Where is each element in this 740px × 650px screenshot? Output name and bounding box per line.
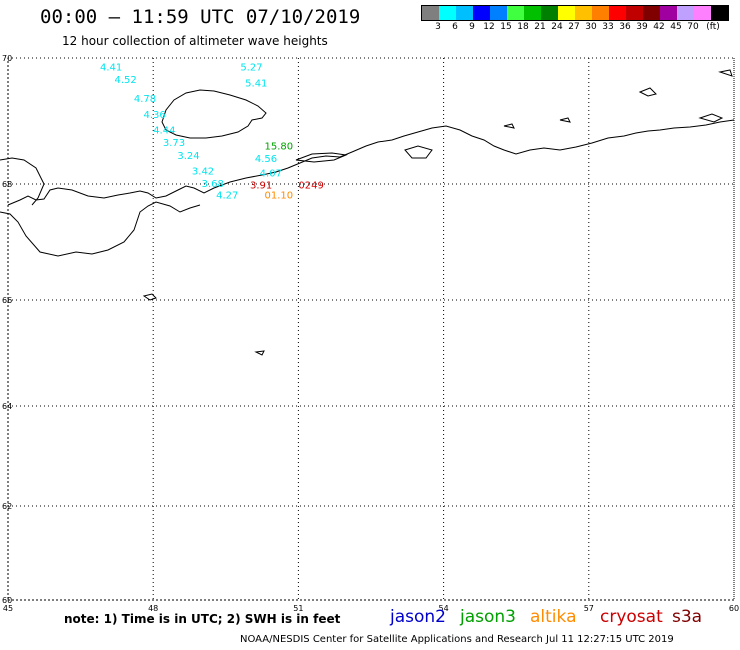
wave-height-value: 3.91 [250, 181, 272, 192]
wave-height-value: 3.68 [202, 179, 224, 190]
color-scale-labels: 3 6 9 12 15 18 21 24 27 30 33 36 39 42 45 70 (ft) [421, 21, 729, 33]
latitude-label: 64 [2, 402, 12, 411]
satellite-legend-s3a: s3a [672, 607, 703, 627]
color-swatch [626, 6, 643, 20]
kolguev-island-coastline [161, 89, 267, 139]
coastline [0, 69, 735, 356]
color-scale-tick: 24 [551, 22, 563, 32]
wave-height-value: 3.42 [192, 167, 214, 178]
color-swatch [592, 6, 609, 20]
color-scale-tick: 3 [435, 22, 441, 32]
wave-height-value: 5.41 [245, 78, 267, 89]
west-coastline [0, 201, 201, 257]
color-scale-tick: 30 [585, 22, 597, 32]
color-swatch [677, 6, 694, 20]
wave-height-value: 3.24 [177, 151, 199, 162]
wave-height-value: 4.56 [255, 154, 277, 165]
color-swatch [490, 6, 507, 20]
color-scale-tick: 6 [452, 22, 458, 32]
longitude-label: 54 [439, 604, 449, 613]
wave-height-value: 4.41 [100, 63, 122, 74]
color-scale-tick: 12 [483, 22, 495, 32]
island-coastline [404, 145, 433, 159]
island-coastline [638, 87, 657, 97]
satellite-legend-altika: altika [530, 607, 577, 627]
credit-line: NOAA/NESDIS Center for Satellite Applica… [240, 634, 674, 645]
color-scale-tick: 45 [670, 22, 682, 32]
longitude-label: 51 [293, 604, 303, 613]
longitude-label: 57 [584, 604, 594, 613]
color-swatch [558, 6, 575, 20]
island-coastline [698, 113, 724, 123]
satellite-legend-jason3: jason3 [460, 607, 516, 627]
island-coastline [295, 152, 348, 163]
color-scale-tick: 39 [636, 22, 648, 32]
color-swatch [456, 6, 473, 20]
color-scale-tick: 70 [687, 22, 699, 32]
wave-height-value: 4.52 [114, 75, 136, 86]
color-swatch [524, 6, 541, 20]
latitude-label: 62 [2, 502, 12, 511]
wave-height-value: 15.80 [265, 141, 294, 152]
color-swatch [439, 6, 456, 20]
color-swatch [473, 6, 490, 20]
color-swatch [541, 6, 558, 20]
color-scale-tick: 21 [534, 22, 546, 32]
wave-height-value: 4.78 [134, 94, 156, 105]
color-scale-tick: 42 [653, 22, 665, 32]
color-scale-legend: 3 6 9 12 15 18 21 24 27 30 33 36 39 42 45 70 (ft) [421, 5, 729, 33]
island-coastline [559, 117, 571, 123]
color-scale-tick: 9 [469, 22, 475, 32]
color-swatch [694, 6, 711, 20]
map-grid [7, 57, 735, 601]
satellite-legend-jason2: jason2 [390, 607, 446, 627]
color-swatch [609, 6, 626, 20]
wave-height-value: 3.73 [163, 138, 185, 149]
latitude-label: 60 [2, 596, 12, 605]
longitude-label: 60 [729, 604, 739, 613]
wave-height-value: 0249 [298, 181, 323, 192]
island-coastline [254, 350, 265, 356]
color-scale-tick: 27 [568, 22, 580, 32]
mainland-coastline [7, 119, 735, 206]
island-coastline [718, 69, 733, 77]
color-scale-tick: 33 [602, 22, 614, 32]
color-swatch [643, 6, 660, 20]
island-coastline [142, 293, 157, 301]
latitude-label: 70 [2, 54, 12, 63]
satellite-legend-cryosat: cryosat [600, 607, 663, 627]
color-scale-swatches [421, 5, 729, 21]
color-swatch [660, 6, 677, 20]
wave-height-value: 5.27 [240, 63, 262, 74]
color-swatch [575, 6, 592, 20]
longitude-label: 45 [3, 604, 13, 613]
color-swatch [507, 6, 524, 20]
longitude-label: 48 [148, 604, 158, 613]
page-title: 00:00 – 11:59 UTC 07/10/2019 [40, 6, 361, 28]
color-scale-tick: 18 [517, 22, 529, 32]
wave-height-value: 01.10 [265, 191, 294, 202]
page-subtitle: 12 hour collection of altimeter wave hei… [62, 34, 328, 48]
color-swatch [422, 6, 439, 20]
map-frame [7, 57, 735, 601]
wave-height-observations: 4.414.52 4.78 4.36 4.443.73 3.24 3.423.684.27… [100, 63, 324, 202]
island-coastline [503, 123, 515, 129]
latitude-label: 66 [2, 296, 12, 305]
footnote: note: 1) Time is in UTC; 2) SWH is in fe… [64, 612, 341, 626]
color-scale-tick: 15 [500, 22, 512, 32]
kanin-peninsula-coastline [0, 157, 45, 206]
wave-height-value: 4.07 [260, 168, 282, 179]
latitude-label: 68 [2, 180, 12, 189]
wave-height-value: 4.44 [153, 126, 175, 137]
color-scale-tick: (ft) [706, 22, 720, 32]
wave-height-value: 4.27 [216, 191, 238, 202]
color-scale-tick: 36 [619, 22, 631, 32]
color-swatch [711, 6, 728, 20]
wave-height-value: 4.36 [144, 110, 166, 121]
